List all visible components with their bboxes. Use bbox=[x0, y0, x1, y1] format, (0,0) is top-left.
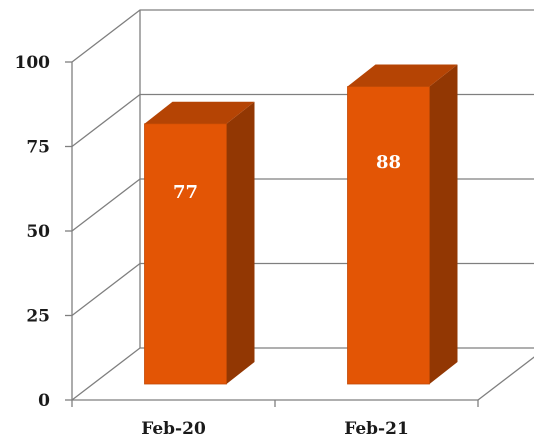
bars: 77 88 bbox=[144, 64, 458, 385]
bar-side-face bbox=[429, 64, 458, 384]
data-label: 77 bbox=[173, 182, 198, 203]
grid-layer bbox=[71, 9, 534, 401]
y-tick-labels: 0 25 50 75 100 bbox=[15, 53, 51, 411]
data-label: 88 bbox=[376, 152, 401, 173]
y-tick-label: 50 bbox=[26, 222, 50, 242]
bar-front-face bbox=[347, 86, 430, 385]
floor-right-edge bbox=[477, 356, 534, 401]
y-tick-label: 100 bbox=[15, 53, 51, 73]
y-tick-label: 0 bbox=[38, 391, 50, 411]
gridline bbox=[71, 262, 534, 317]
y-tick-label: 75 bbox=[26, 138, 50, 158]
bar-top-face bbox=[347, 64, 458, 87]
x-category-labels: Feb-20 Feb-21 bbox=[141, 419, 409, 439]
axis-layer bbox=[65, 10, 534, 407]
y-tick-label: 25 bbox=[26, 307, 50, 327]
x-tick-label: Feb-20 bbox=[141, 419, 206, 439]
gridline bbox=[71, 9, 534, 63]
gridline bbox=[71, 93, 534, 148]
gridline bbox=[71, 347, 534, 401]
x-tick-label: Feb-21 bbox=[344, 419, 409, 439]
gridline bbox=[71, 178, 534, 232]
bar: 88 bbox=[347, 64, 458, 385]
bar: 77 bbox=[144, 101, 255, 385]
bar-front-face bbox=[144, 123, 227, 385]
bar-top-face bbox=[144, 101, 255, 124]
bar-side-face bbox=[226, 101, 255, 385]
